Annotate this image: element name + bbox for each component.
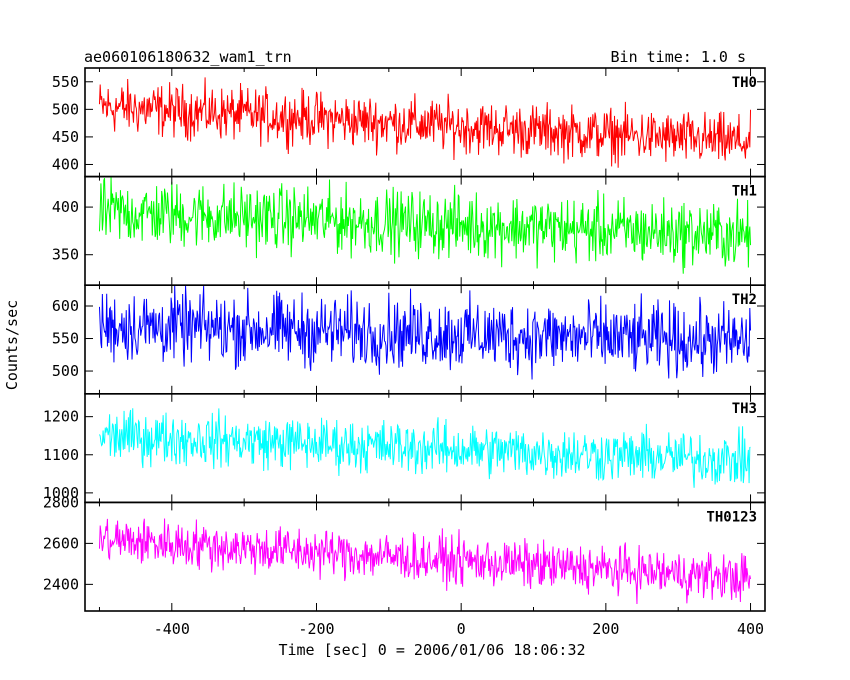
y-tick-label: 1100 <box>43 446 79 464</box>
y-tick-label: 2600 <box>43 534 79 552</box>
y-tick-label: 450 <box>52 128 79 146</box>
y-tick-label: 500 <box>52 362 79 380</box>
x-axis-label: Time [sec] 0 = 2006/01/06 18:06:32 <box>278 641 585 659</box>
x-tick-label: -200 <box>298 620 334 638</box>
y-tick-label: 1200 <box>43 408 79 426</box>
x-tick-label: 200 <box>592 620 619 638</box>
y-tick-label: 1000 <box>43 484 79 502</box>
x-tick-label: 400 <box>737 620 764 638</box>
panel-th3: 1000 1100 1200 TH3 <box>43 392 766 504</box>
y-tick-label: 2800 <box>43 493 79 511</box>
panel-label: TH0123 <box>706 509 757 525</box>
series-th0 <box>98 77 752 168</box>
panel-label: TH3 <box>732 401 757 417</box>
panel-stack: 400 450 500 550 TH0 350 400 TH1 500 550 600 TH2 1000… <box>43 67 766 638</box>
panel-frame <box>84 501 766 612</box>
series-th1 <box>98 176 752 274</box>
y-tick-label: 500 <box>52 100 79 118</box>
y-tick-label: 550 <box>52 73 79 91</box>
y-tick-label: 350 <box>52 246 79 264</box>
series-th0123 <box>98 518 752 605</box>
panel-th2: 500 550 600 TH2 <box>52 284 766 395</box>
panel-th1: 350 400 TH1 <box>52 175 766 287</box>
panel-label: TH0 <box>732 75 757 91</box>
series-th3 <box>99 408 751 488</box>
panel-th0123: 2400 2600 2800 TH0123 -400 -200 0 200 400 <box>43 493 766 638</box>
y-tick-label: 550 <box>52 330 79 348</box>
panel-label: TH2 <box>732 292 757 308</box>
panel-th0: 400 450 500 550 TH0 <box>52 67 766 178</box>
x-tick-label: -400 <box>154 620 190 638</box>
y-tick-label: 600 <box>52 297 79 315</box>
series-th2 <box>98 285 752 380</box>
chart-title: ae060106180632_wam1_trn <box>84 48 292 66</box>
bin-time-label: Bin time: 1.0 s <box>611 48 746 66</box>
x-tick-label: 0 <box>457 620 466 638</box>
y-tick-label: 400 <box>52 155 79 173</box>
y-axis-label: Counts/sec <box>3 300 21 390</box>
y-tick-label: 2400 <box>43 575 79 593</box>
panel-label: TH1 <box>732 184 757 200</box>
y-tick-label: 400 <box>52 198 79 216</box>
